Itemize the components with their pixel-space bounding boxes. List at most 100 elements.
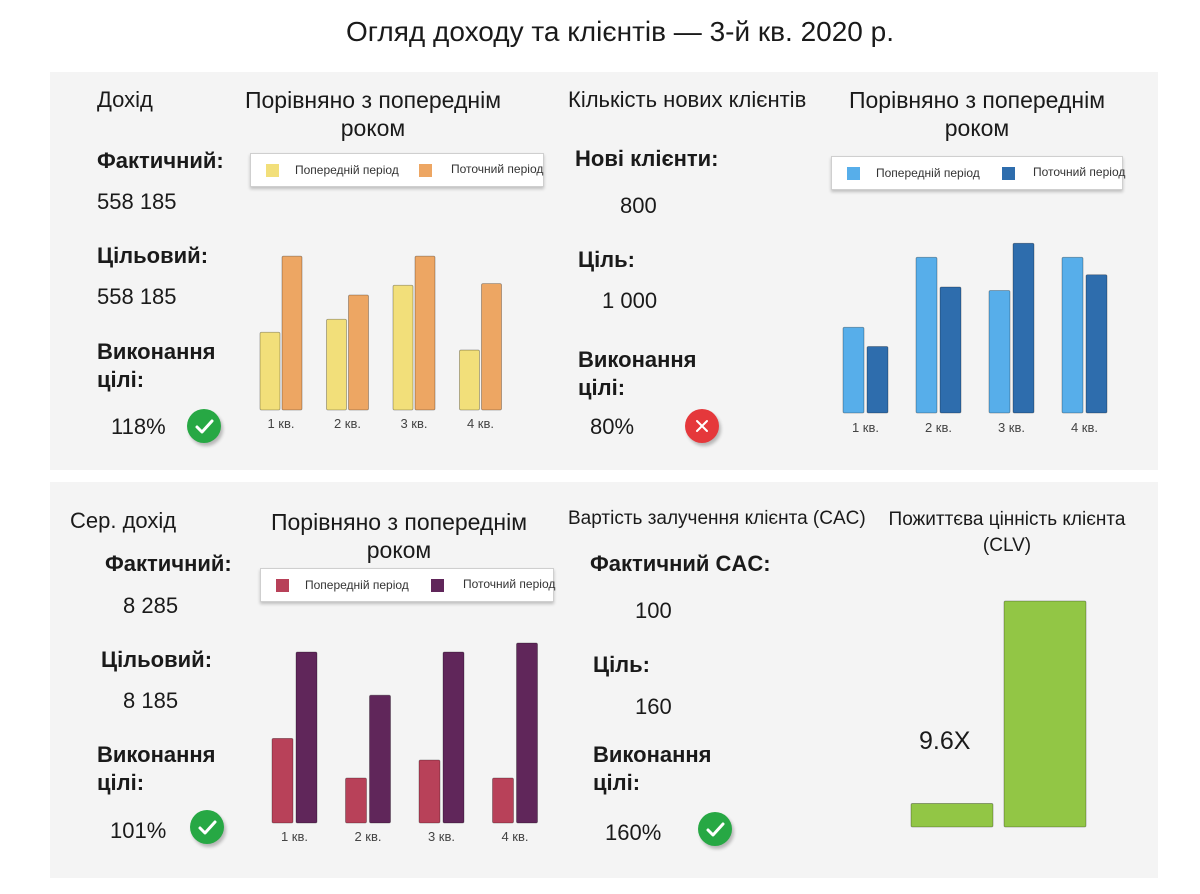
avg-revenue-chart-legend: Попередній період Поточний період	[260, 568, 556, 602]
new-clients-target-value: 1 000	[602, 288, 658, 313]
avg-revenue-bar-chart: 1 кв. 2 кв. 3 кв. 4 кв.	[271, 642, 538, 844]
x-tick-label: 3 кв.	[998, 420, 1025, 435]
bar-2-series-0	[326, 318, 347, 411]
revenue-bar-chart: 1 кв. 2 кв. 3 кв. 4 кв.	[259, 255, 502, 431]
bar-2-series-1	[939, 286, 962, 414]
bar-1-series-1	[295, 651, 318, 824]
new-clients-chart-legend: Попередній період Поточний період	[831, 156, 1126, 190]
clv-bar-chart	[910, 600, 1087, 828]
revenue-actual-value: 558 185	[97, 189, 177, 214]
bar-2-series-0	[345, 777, 367, 824]
top-panel	[50, 72, 1158, 470]
new-clients-header: Кількість нових клієнтів	[568, 87, 807, 112]
bar-2-series-1	[348, 294, 369, 411]
cac-completion-label-2: цілі:	[593, 770, 641, 795]
bar-4-series-0	[1061, 256, 1084, 414]
x-tick-label: 2 кв.	[925, 420, 952, 435]
avg-revenue-completion-label: Виконання	[97, 742, 216, 767]
x-tick-label: 1 кв.	[852, 420, 879, 435]
cac-header: Вартість залучення клієнта (CAC)	[568, 508, 866, 529]
x-tick-label: 4 кв.	[501, 829, 528, 844]
new-clients-completion-label: Виконання	[578, 347, 697, 372]
bar-4-series-1	[1085, 274, 1108, 414]
cac-completion-label: Виконання	[593, 742, 712, 767]
bar-3-series-0	[392, 284, 414, 411]
bar-3-series-1	[1012, 242, 1035, 414]
bar-3-series-0	[418, 759, 441, 824]
new-clients-completion-label-2: цілі:	[578, 375, 626, 400]
revenue-header: Дохід	[97, 87, 153, 112]
legend-swatch	[431, 579, 444, 592]
legend-label-current: Поточний період	[463, 577, 556, 591]
cac-target-value: 160	[635, 694, 672, 719]
legend-label-current: Поточний період	[451, 162, 544, 176]
cac-actual-value: 100	[635, 598, 672, 623]
legend-swatch	[1002, 167, 1015, 180]
check-icon	[698, 812, 732, 846]
cac-actual-label: Фактичний CAC:	[590, 551, 771, 576]
cac-completion-value: 160%	[605, 820, 662, 845]
cac-target-label: Ціль:	[593, 652, 651, 677]
legend-swatch	[276, 579, 289, 592]
clv-ratio-annotation: 9.6X	[919, 727, 971, 755]
bar-2-series-0	[915, 256, 938, 414]
revenue-chart-legend: Попередній період Поточний період	[250, 153, 544, 187]
avg-revenue-completion-value: 101%	[110, 818, 167, 843]
bar-1-series-1	[281, 255, 303, 411]
new-clients-bar-chart: 1 кв. 2 кв. 3 кв. 4 кв.	[842, 242, 1108, 435]
avg-revenue-actual-label: Фактичний:	[105, 551, 232, 576]
x-tick-label: 1 кв.	[281, 829, 308, 844]
x-tick-label: 4 кв.	[467, 416, 494, 431]
legend-label-current: Поточний період	[1033, 165, 1126, 179]
new-clients-completion-value: 80%	[590, 414, 635, 439]
bar-4-series-0	[492, 777, 514, 824]
cross-icon	[685, 409, 719, 443]
x-tick-label: 1 кв.	[267, 416, 294, 431]
legend-label-previous: Попередній період	[295, 163, 399, 177]
x-tick-label: 3 кв.	[428, 829, 455, 844]
bar-4-series-1	[481, 283, 502, 411]
check-icon	[187, 409, 221, 443]
new-clients-chart-title: Порівняно з попереднім роком	[848, 87, 1106, 141]
bar-CLV-series-0	[1003, 600, 1087, 828]
bar-4-series-0	[459, 349, 480, 411]
x-tick-label: 2 кв.	[334, 416, 361, 431]
avg-revenue-chart-title: Порівняно з попереднім роком	[270, 509, 528, 563]
x-tick-label: 3 кв.	[400, 416, 427, 431]
revenue-actual-label: Фактичний:	[97, 148, 224, 173]
avg-revenue-target-value: 8 185	[123, 688, 179, 713]
revenue-completion-value: 118%	[111, 414, 166, 439]
revenue-target-value: 558 185	[97, 284, 177, 309]
bar-CAC-series-0	[910, 803, 994, 828]
avg-revenue-target-label: Цільовий:	[101, 647, 213, 672]
new-clients-actual-label: Нові клієнти:	[575, 146, 719, 171]
x-tick-label: 4 кв.	[1071, 420, 1098, 435]
bar-4-series-1	[516, 642, 538, 824]
bar-3-series-1	[414, 255, 436, 411]
bar-1-series-1	[866, 346, 889, 414]
x-tick-label: 2 кв.	[354, 829, 381, 844]
bar-1-series-0	[842, 326, 865, 414]
avg-revenue-actual-value: 8 285	[123, 593, 179, 618]
legend-swatch	[266, 164, 279, 177]
new-clients-target-label: Ціль:	[578, 247, 636, 272]
revenue-chart-title: Порівняно з попереднім роком	[244, 87, 502, 141]
legend-swatch	[419, 164, 432, 177]
avg-revenue-header: Сер. дохід	[70, 508, 177, 533]
legend-label-previous: Попередній період	[305, 578, 409, 592]
clv-chart-title: Пожиттєва цінність клієнта (CLV)	[888, 509, 1126, 556]
revenue-completion-label-2: цілі:	[97, 367, 145, 392]
page-title: Огляд доходу та клієнтів — 3-й кв. 2020 …	[346, 16, 894, 47]
bar-1-series-0	[259, 331, 281, 411]
legend-label-previous: Попередній період	[876, 166, 980, 180]
bar-2-series-1	[369, 694, 391, 824]
new-clients-actual-value: 800	[620, 193, 657, 218]
revenue-target-label: Цільовий:	[97, 243, 209, 268]
legend-swatch	[847, 167, 860, 180]
bar-1-series-0	[271, 738, 294, 824]
avg-revenue-completion-label-2: цілі:	[97, 770, 145, 795]
check-icon	[190, 810, 224, 844]
bar-3-series-1	[442, 651, 465, 824]
revenue-completion-label: Виконання	[97, 339, 216, 364]
bar-3-series-0	[988, 290, 1011, 414]
